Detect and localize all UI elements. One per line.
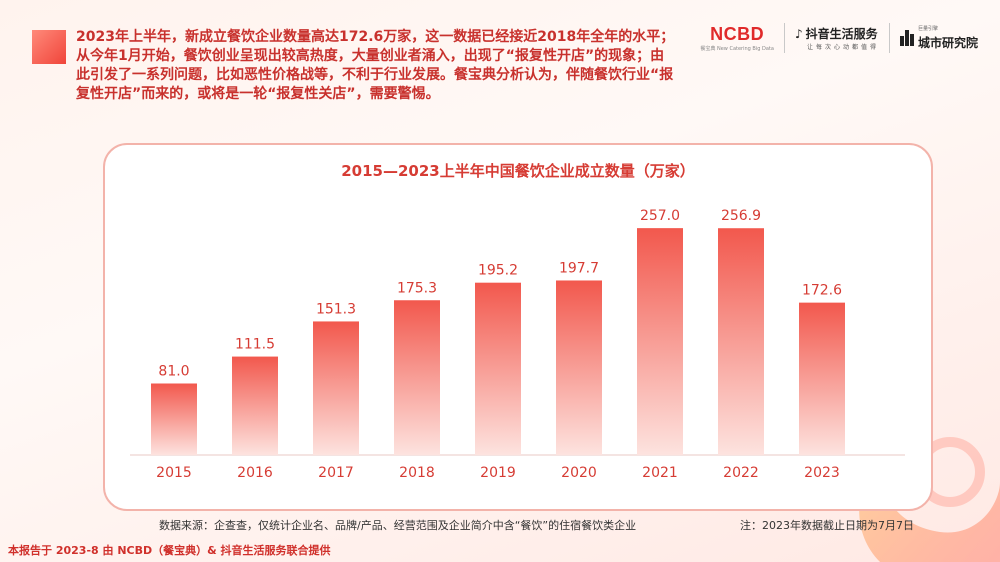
douyin-logo: ♪ 抖音生活服务 让每次心动都值得	[794, 25, 879, 52]
x-tick-2017: 2017	[318, 465, 354, 481]
ncbd-logo: NCBD 餐宝典 New Catering Big Data	[700, 24, 774, 52]
data-label-2023: 172.6	[802, 283, 842, 299]
douyin-note-icon: ♪	[794, 26, 803, 41]
data-label-2018: 175.3	[397, 280, 437, 296]
x-tick-2022: 2022	[723, 465, 759, 481]
data-label-2015: 81.0	[158, 363, 189, 379]
x-tick-2015: 2015	[156, 465, 192, 481]
date-cutoff-note: 注：2023年数据截止日期为7月7日	[740, 519, 914, 532]
bar-2020	[556, 280, 602, 455]
douyin-logo-text: 抖音生活服务	[805, 27, 878, 41]
bar-2023	[799, 302, 845, 455]
logo-divider	[888, 23, 890, 53]
city-buildings-icon	[899, 30, 914, 46]
data-label-2022: 256.9	[721, 208, 761, 224]
ncbd-logo-subtitle: 餐宝典 New Catering Big Data	[700, 46, 774, 52]
x-tick-2023: 2023	[804, 465, 840, 481]
city-institute-small: 巨量引擎	[917, 26, 938, 32]
bar-2016	[232, 356, 278, 455]
bar-2021	[637, 228, 683, 455]
x-tick-2021: 2021	[642, 465, 678, 481]
bar-2019	[475, 282, 521, 455]
chart-title: 2015—2023上半年中国餐饮企业成立数量（万家）	[341, 162, 695, 180]
city-institute-text: 城市研究院	[917, 36, 978, 50]
chart-card: 2015—2023上半年中国餐饮企业成立数量（万家） 81.0 2015 111.5…	[103, 143, 933, 511]
bar-2022	[718, 228, 764, 455]
data-label-2016: 111.5	[235, 337, 275, 353]
x-tick-2016: 2016	[237, 465, 273, 481]
report-credit: 本报告于 2023-8 由 NCBD（餐宝典）& 抖音生活服务联合提供	[8, 544, 331, 557]
logo-divider	[783, 23, 785, 53]
data-label-2021: 257.0	[640, 208, 680, 224]
x-tick-2019: 2019	[480, 465, 516, 481]
x-tick-2020: 2020	[561, 465, 597, 481]
x-tick-2018: 2018	[399, 465, 435, 481]
bar-2015	[151, 383, 197, 455]
city-institute-logo: 巨量引擎 城市研究院	[899, 25, 978, 51]
data-label-2017: 151.3	[316, 301, 356, 317]
bar-2017	[313, 321, 359, 455]
bar-chart: 81.0 2015 111.5 2016 151.3 2017 175.3 2018 195.2…	[130, 208, 905, 481]
data-source-note: 数据来源：企查查，仅统计企业名、品牌/产品、经营范围及企业简介中含“餐饮”的住宿…	[159, 519, 637, 532]
douyin-slogan: 让每次心动都值得	[806, 44, 879, 51]
bar-2018	[394, 300, 440, 455]
data-label-2020: 197.7	[559, 260, 599, 276]
ncbd-logo-text: NCBD	[710, 24, 765, 44]
intro-paragraph: 2023年上半年，新成立餐饮企业数量高达172.6万家，这一数据已经接近2018…	[76, 29, 675, 102]
logo-bar: NCBD 餐宝典 New Catering Big Data ♪ 抖音生活服务 让…	[700, 22, 978, 54]
accent-square	[32, 30, 66, 64]
data-label-2019: 195.2	[478, 263, 518, 279]
